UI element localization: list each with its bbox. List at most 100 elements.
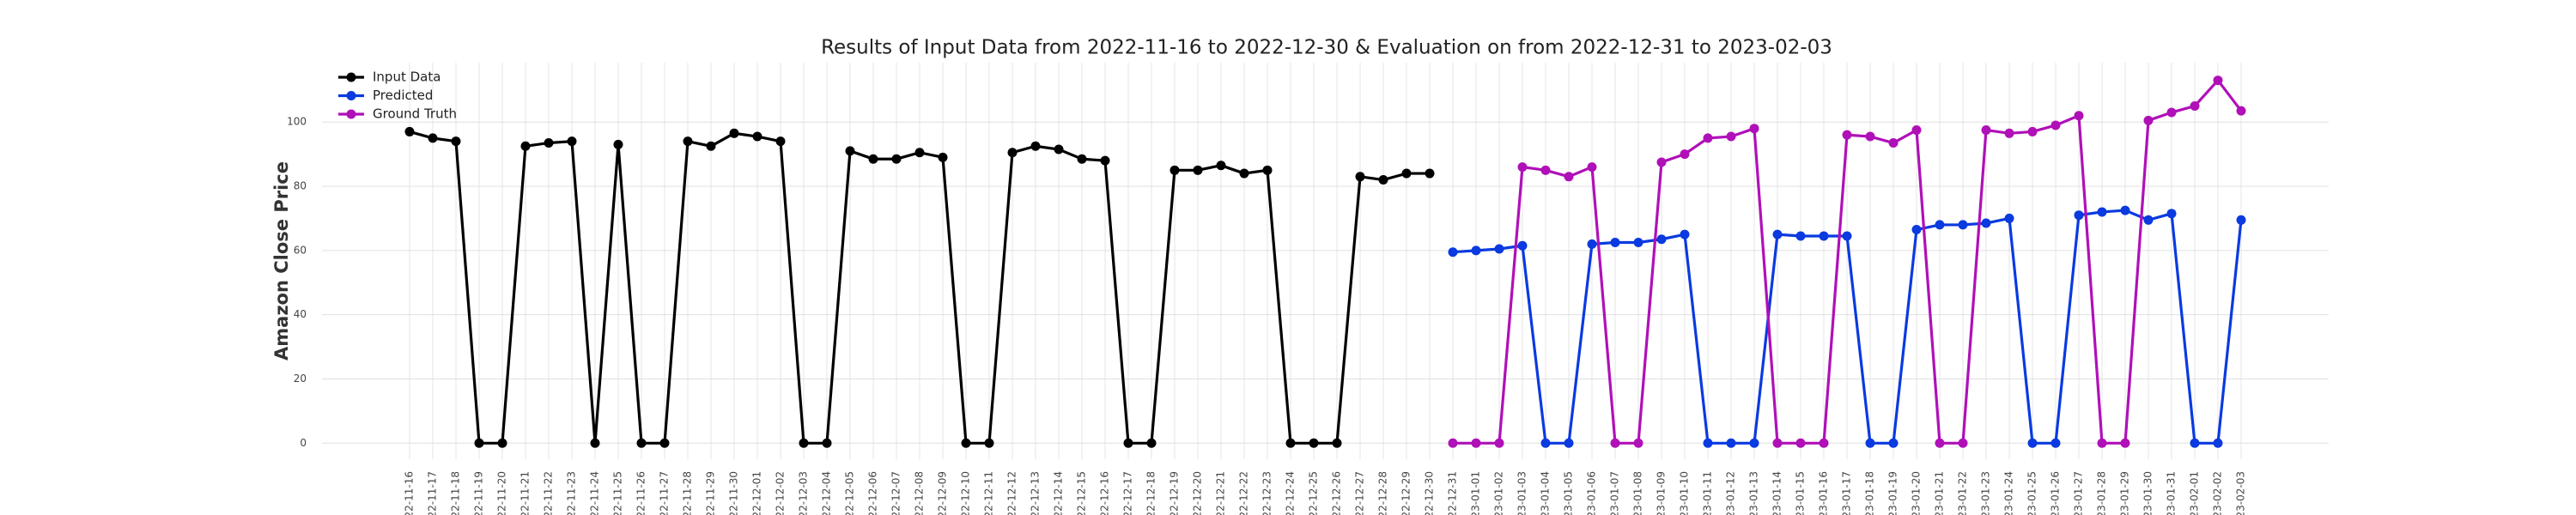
data-point — [1888, 138, 1899, 148]
data-point — [1703, 438, 1713, 448]
data-point — [1610, 237, 1620, 247]
x-tick-label: 2022-12-24 — [1285, 471, 1297, 515]
x-tick-label: 2022-11-25 — [612, 471, 624, 515]
data-point — [520, 141, 531, 151]
x-tick-label: 2022-12-19 — [1169, 471, 1181, 515]
x-tick-label: 2023-02-02 — [2212, 471, 2224, 515]
data-point — [659, 438, 670, 448]
data-point — [1888, 438, 1899, 448]
data-point — [1448, 438, 1458, 448]
legend-swatch — [346, 91, 356, 100]
data-point — [1726, 131, 1736, 142]
x-tick-label: 2022-11-18 — [450, 471, 462, 515]
data-point — [2050, 438, 2061, 448]
x-tick-label: 2023-01-29 — [2119, 471, 2131, 515]
data-point — [1749, 438, 1759, 448]
data-point — [2190, 438, 2200, 448]
x-tick-label: 2022-12-13 — [1030, 471, 1042, 515]
x-tick-label: 2023-02-01 — [2189, 471, 2201, 515]
data-point — [1958, 438, 1968, 448]
data-point — [1100, 155, 1110, 166]
data-point — [1564, 172, 1574, 182]
x-tick-label: 2023-01-27 — [2073, 471, 2085, 515]
data-point — [1958, 220, 1968, 230]
data-point — [1587, 162, 1597, 173]
data-point — [1726, 438, 1736, 448]
x-tick-label: 2022-12-15 — [1076, 471, 1088, 515]
data-point — [2120, 205, 2130, 215]
data-point — [1471, 245, 1481, 256]
x-tick-label: 2022-12-04 — [821, 471, 833, 515]
chart-title: Results of Input Data from 2022-11-16 to… — [821, 37, 1832, 59]
data-point — [1564, 438, 1574, 448]
data-point — [1633, 438, 1643, 448]
x-tick-label: 2023-01-12 — [1725, 471, 1737, 515]
data-point — [1007, 148, 1018, 158]
data-point — [961, 438, 971, 448]
data-point — [2097, 438, 2107, 448]
x-tick-label: 2023-01-13 — [1748, 471, 1760, 515]
x-tick-label: 2022-11-27 — [659, 471, 671, 515]
data-point — [1587, 239, 1597, 249]
x-tick-label: 2022-11-30 — [728, 471, 740, 515]
data-point — [428, 133, 438, 143]
x-tick-label: 2022-12-27 — [1354, 471, 1366, 515]
data-point — [636, 438, 647, 448]
x-tick-label: 2023-01-06 — [1586, 471, 1598, 515]
data-point — [1170, 165, 1180, 175]
x-tick-label: 2023-01-10 — [1679, 471, 1691, 515]
data-point — [2120, 438, 2130, 448]
data-point — [799, 438, 809, 448]
x-tick-label: 2022-11-20 — [496, 471, 508, 515]
data-point — [1911, 125, 1922, 136]
data-point — [2004, 213, 2014, 223]
x-tick-label: 2022-12-01 — [751, 471, 763, 515]
x-tick-label: 2023-01-28 — [2096, 471, 2108, 515]
data-point — [1865, 131, 1875, 142]
data-point — [1517, 162, 1528, 173]
x-tick-label: 2022-12-03 — [798, 471, 810, 515]
x-tick-label: 2022-12-29 — [1400, 471, 1413, 515]
data-point — [544, 138, 554, 148]
data-point — [2166, 107, 2177, 118]
data-point — [729, 128, 739, 138]
data-point — [1494, 438, 1504, 448]
data-point — [1077, 154, 1087, 164]
x-tick-label: 2022-11-26 — [635, 471, 647, 515]
x-tick-label: 2023-01-14 — [1771, 471, 1783, 515]
x-tick-label: 2023-01-22 — [1957, 471, 1969, 515]
data-point — [1494, 244, 1504, 254]
x-tick-label: 2023-01-03 — [1516, 471, 1528, 515]
data-point — [1239, 168, 1249, 179]
data-point — [404, 126, 415, 136]
x-tick-label: 2023-01-15 — [1795, 471, 1807, 515]
data-point — [1981, 218, 1991, 228]
data-point — [2143, 215, 2154, 225]
x-tick-label: 2023-01-20 — [1911, 471, 1923, 515]
data-point — [1193, 165, 1203, 175]
data-point — [2213, 438, 2223, 448]
x-tick-label: 2022-12-08 — [914, 471, 926, 515]
data-point — [1935, 438, 1945, 448]
x-tick-label: 2022-12-05 — [844, 471, 856, 515]
data-point — [1610, 438, 1620, 448]
x-tick-label: 2023-01-31 — [2166, 471, 2178, 515]
x-tick-label: 2022-11-21 — [519, 471, 532, 515]
data-point — [683, 136, 693, 147]
data-point — [2190, 101, 2200, 112]
data-point — [1842, 231, 1852, 241]
data-point — [1425, 168, 1435, 179]
x-tick-label: 2023-01-01 — [1470, 471, 1482, 515]
data-point — [1795, 231, 1806, 241]
x-tick-label: 2023-02-03 — [2235, 471, 2247, 515]
data-point — [938, 152, 948, 162]
data-point — [2027, 126, 2038, 136]
x-tick-label: 2022-12-02 — [775, 471, 787, 515]
data-point — [1819, 231, 1829, 241]
data-point — [914, 148, 925, 158]
data-point — [1401, 168, 1412, 179]
data-point — [1865, 438, 1875, 448]
data-point — [2213, 76, 2223, 86]
x-tick-label: 2022-11-17 — [427, 471, 439, 515]
legend-swatch — [346, 109, 356, 119]
